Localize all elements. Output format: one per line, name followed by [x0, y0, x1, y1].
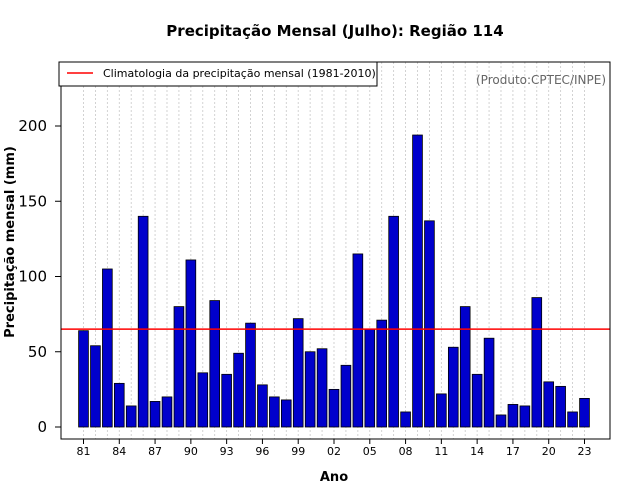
x-tick-label: 99 — [291, 445, 305, 458]
y-axis-label: Precipitação mensal (mm) — [3, 146, 18, 338]
bar-87 — [149, 401, 161, 428]
bar-96 — [257, 384, 268, 428]
legend: Climatologia da precipitação mensal (198… — [58, 61, 378, 87]
bar-14 — [471, 373, 483, 428]
bar-92 — [209, 300, 221, 428]
x-tick-label: 20 — [542, 445, 556, 458]
bar-81 — [78, 330, 89, 428]
y-tick-label: 200 — [18, 117, 47, 135]
bar-99 — [292, 318, 304, 428]
x-tick-label: 17 — [506, 445, 520, 458]
bar-09 — [412, 134, 423, 428]
bar-83 — [102, 268, 113, 428]
x-tick-label: 14 — [470, 445, 484, 458]
bar-88 — [161, 396, 173, 428]
bar-17 — [507, 404, 519, 428]
bar-01 — [316, 348, 328, 428]
bar-97 — [269, 396, 280, 428]
bar-00 — [304, 351, 316, 428]
x-tick-label: 93 — [220, 445, 234, 458]
bar-16 — [495, 414, 507, 428]
x-tick-label: 90 — [184, 445, 198, 458]
bar-10 — [424, 220, 435, 428]
bar-95 — [245, 322, 256, 428]
bar-90 — [185, 259, 197, 428]
y-tick-label: 150 — [18, 192, 47, 210]
y-tick-label: 0 — [37, 418, 47, 436]
bar-08 — [400, 411, 411, 428]
bar-93 — [221, 373, 232, 428]
legend-box — [58, 61, 378, 87]
x-tick-label: 05 — [363, 445, 377, 458]
x-tick-label: 11 — [434, 445, 448, 458]
bar-22 — [567, 411, 578, 428]
x-axis-label: Ano — [320, 470, 348, 485]
bar-98 — [280, 399, 292, 428]
bar-04 — [352, 253, 364, 428]
x-tick-label: 81 — [77, 445, 91, 458]
legend-entry-climatology: Climatologia da precipitação mensal (198… — [103, 67, 376, 80]
bar-91 — [197, 372, 209, 428]
y-tick-label: 100 — [18, 268, 47, 286]
bar-94 — [233, 352, 244, 428]
bar-23 — [579, 397, 590, 428]
bar-19 — [531, 297, 543, 428]
x-tick-label: 08 — [399, 445, 413, 458]
bar-13 — [459, 306, 471, 428]
x-tick-label: 84 — [112, 445, 126, 458]
bar-06 — [376, 319, 388, 428]
x-tick-label: 96 — [255, 445, 269, 458]
chart-title: Precipitação Mensal (Julho): Região 114 — [166, 22, 503, 40]
bar-03 — [340, 364, 352, 428]
grid-layer — [83, 62, 585, 439]
x-tick-label: 87 — [148, 445, 162, 458]
y-tick-label: 50 — [28, 343, 47, 361]
bar-07 — [388, 215, 399, 428]
x-tick-label: 23 — [578, 445, 592, 458]
x-tick-label: 02 — [327, 445, 341, 458]
bar-85 — [125, 405, 137, 428]
bar-15 — [483, 337, 495, 428]
y-axis: 0 50 100 150 200 — [18, 117, 61, 436]
x-axis: 81 84 87 90 93 96 99 02 05 08 11 14 17 20 23 — [77, 439, 592, 458]
bar-18 — [519, 405, 531, 428]
bar-05 — [364, 328, 376, 428]
bar-84 — [113, 382, 125, 428]
bar-21 — [555, 385, 566, 428]
source-credit: (Produto:CPTEC/INPE) — [476, 73, 606, 87]
bars-layer — [78, 134, 590, 428]
bar-11 — [436, 393, 447, 428]
bar-82 — [90, 345, 101, 428]
bar-86 — [137, 215, 149, 428]
bar-20 — [543, 381, 555, 428]
bar-12 — [447, 346, 459, 428]
bar-89 — [173, 306, 185, 428]
bar-02 — [328, 388, 340, 428]
